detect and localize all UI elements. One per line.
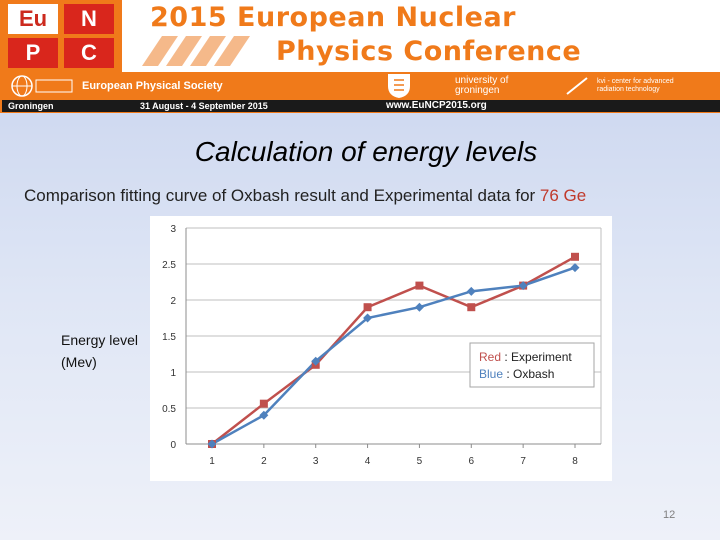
x-tick-label: 8	[572, 456, 578, 467]
oxbash-point	[414, 302, 424, 312]
city-label: Groningen	[2, 100, 124, 112]
chart-svg: 0 0.5 1 1.5 2 2.5 3 1 2 3 4 5 6 7 8 Red : Experiment Bl…	[162, 224, 602, 467]
legend-box	[469, 342, 595, 388]
oxbash-point	[363, 313, 373, 323]
university-crest-icon	[388, 74, 410, 98]
oxbash-point	[466, 286, 476, 296]
legend-series-name: : Experiment	[501, 350, 572, 364]
energy-level-chart: 0 0.5 1 1.5 2 2.5 3 1 2 3 4 5 6 7 8 Red : Experiment Bl…	[150, 216, 612, 481]
y-tick-label: 3	[170, 224, 176, 235]
slide-title: Calculation of energy levels	[194, 136, 538, 167]
experiment-point	[571, 252, 579, 261]
y-tick-label: 0.5	[162, 404, 176, 415]
logo-tile-n: N	[64, 4, 114, 34]
kvi-logo-icon	[566, 77, 588, 95]
dates-label: 31 August - 4 September 2015	[122, 100, 376, 112]
legend-color-word: Red	[479, 350, 501, 364]
y-tick-label: 1.5	[162, 332, 176, 343]
conference-title-line1: 2015 European Nuclear	[150, 2, 516, 33]
logo-tile-eu: Eu	[8, 4, 58, 34]
experiment-point	[467, 303, 476, 312]
subtitle-text: Comparison fitting curve of Oxbash resul…	[24, 186, 540, 205]
y-axis-title-line1: Energy level	[61, 332, 139, 348]
university-line1: university of	[455, 75, 509, 86]
website-link[interactable]: www.EuNCP2015.org	[366, 100, 720, 112]
eps-logo-icon	[11, 75, 73, 97]
y-tick-label: 2.5	[162, 260, 176, 271]
x-tick-label: 1	[209, 456, 215, 467]
y-tick-label: 0	[170, 440, 176, 451]
x-tick-label: 3	[313, 456, 319, 467]
oxbash-point	[259, 410, 269, 420]
legend-series-name: : Oxbash	[503, 367, 554, 381]
conference-title-line2: Physics Conference	[276, 36, 582, 67]
y-tick-label: 1	[170, 368, 176, 379]
society-name: European Physical Society	[82, 80, 223, 92]
logo-tile-c: C	[64, 38, 114, 68]
legend-entry: Red : Experiment	[479, 350, 572, 364]
x-tick-label: 6	[469, 456, 475, 467]
y-axis-title: Energy level (Mev)	[61, 329, 138, 373]
experiment-point	[259, 399, 268, 408]
kvi-line2: radiation technology	[597, 86, 660, 93]
kvi-line1: kvi - center for advanced	[597, 78, 674, 85]
x-tick-label: 2	[261, 456, 267, 467]
oxbash-point	[311, 356, 321, 366]
oxbash-point	[518, 281, 528, 291]
oxbash-point	[570, 263, 580, 273]
nucleus-highlight: 76 Ge	[539, 186, 587, 205]
slide-subtitle: Comparison fitting curve of Oxbash resul…	[24, 186, 586, 206]
x-tick-label: 7	[520, 456, 526, 467]
legend-entry: Blue : Oxbash	[479, 367, 554, 381]
experiment-point	[363, 303, 372, 312]
x-tick-label: 4	[365, 456, 371, 467]
experiment-line	[211, 255, 576, 445]
oxbash-line	[211, 266, 576, 446]
y-axis-title-line2: (Mev)	[61, 354, 97, 370]
logo-tile-p: P	[8, 38, 58, 68]
sponsor-strip	[0, 73, 720, 99]
y-tick-label: 2	[170, 296, 176, 307]
experiment-point	[415, 281, 424, 290]
stripes-graphic	[142, 36, 250, 66]
oxbash-point	[207, 439, 217, 449]
legend-color-word: Blue	[479, 367, 503, 381]
page-number: 12	[663, 509, 676, 521]
x-tick-label: 5	[417, 456, 423, 467]
university-line2: groningen	[455, 85, 500, 96]
